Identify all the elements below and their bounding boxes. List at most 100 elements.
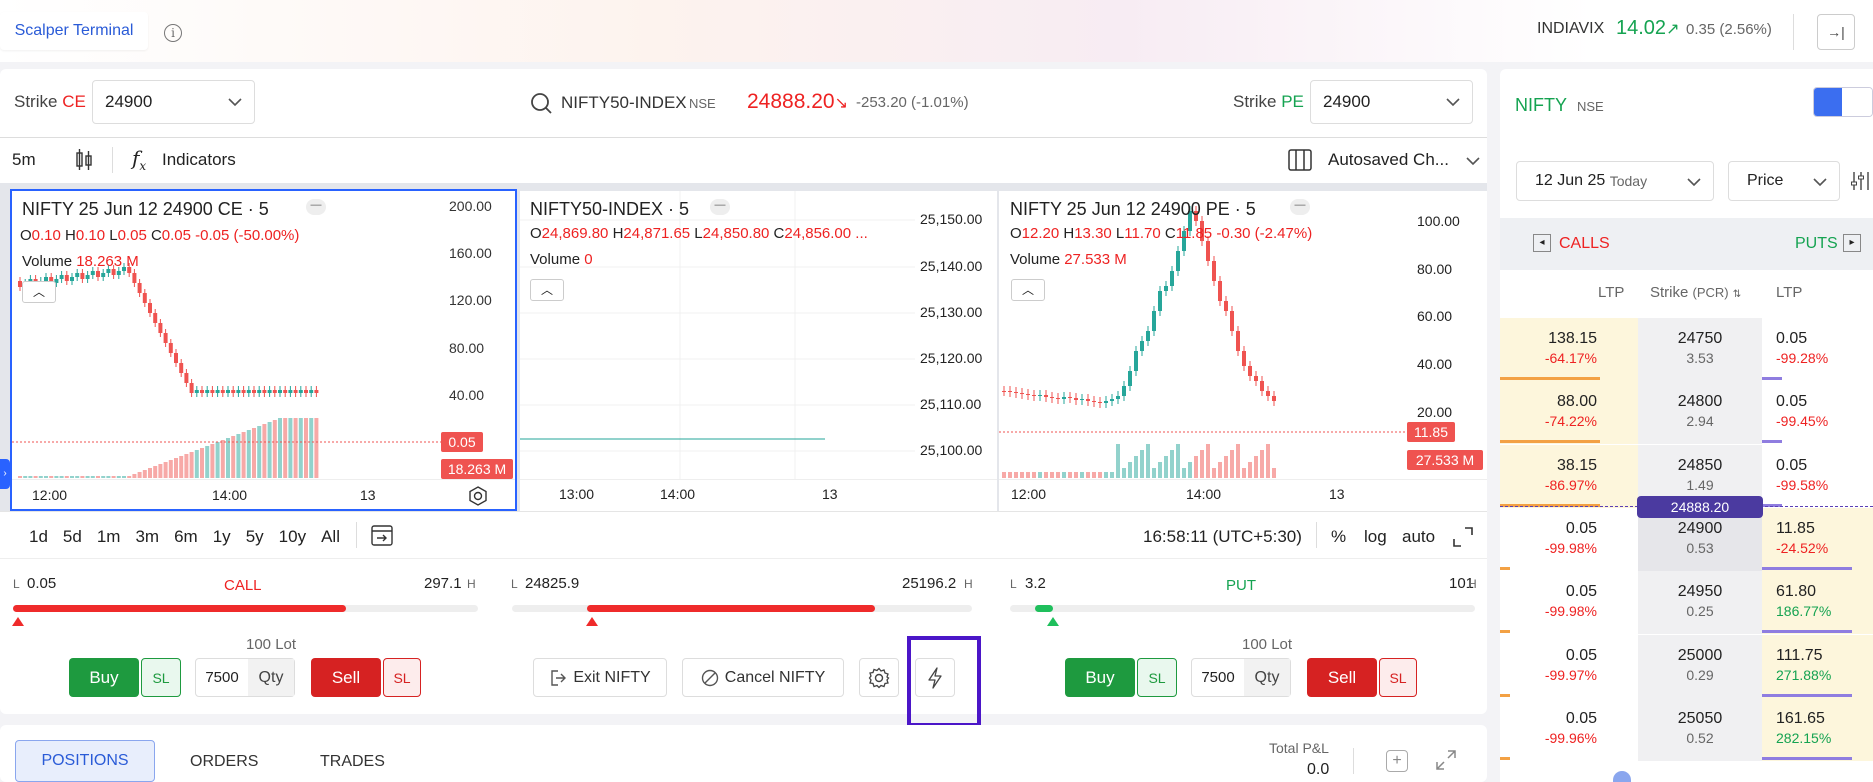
put-ltp[interactable]: 0.05 bbox=[1776, 393, 1808, 411]
more-icon[interactable]: — bbox=[710, 199, 730, 215]
indicators-button[interactable]: Indicators bbox=[162, 150, 236, 169]
expand-icon[interactable] bbox=[1436, 750, 1456, 770]
chevron-down-icon[interactable] bbox=[1466, 156, 1480, 166]
collapse-panel-icon[interactable]: →| bbox=[1817, 14, 1855, 50]
chain-exchange: NSE bbox=[1577, 99, 1604, 114]
side-toggle-icon[interactable]: › bbox=[0, 459, 10, 489]
tab-trades[interactable]: TRADES bbox=[320, 753, 385, 770]
clock[interactable]: 16:58:11 (UTC+5:30) bbox=[1143, 527, 1302, 546]
settings-icon[interactable] bbox=[468, 486, 488, 506]
range-1d[interactable]: 1d bbox=[29, 527, 48, 546]
range-5y[interactable]: 5y bbox=[245, 527, 264, 546]
quick-trade-button[interactable] bbox=[915, 658, 955, 697]
list-view-icon[interactable] bbox=[1814, 88, 1842, 116]
chart-ce[interactable]: NIFTY 25 Jun 12 24900 CE · 5 — O0.10 H0.… bbox=[10, 189, 517, 511]
put-ltp[interactable]: 161.65 bbox=[1776, 709, 1825, 727]
chain-row[interactable]: 88.00 -74.22% 24800 2.94 0.05 -99.45% bbox=[1500, 381, 1873, 445]
put-range-bar bbox=[1010, 605, 1475, 612]
exit-nifty-button[interactable]: Exit NIFTY bbox=[533, 658, 667, 697]
call-buy-button[interactable]: Buy bbox=[69, 658, 139, 697]
interval-button[interactable]: 5m bbox=[12, 150, 36, 169]
collapse-legend-icon[interactable]: ︿ bbox=[1011, 279, 1045, 301]
chart-pe[interactable]: NIFTY 25 Jun 12 24900 PE · 5 — O12.20 H1… bbox=[999, 191, 1487, 511]
call-ltp[interactable]: 38.15 bbox=[1556, 456, 1597, 474]
chart-index-canvas[interactable] bbox=[520, 191, 997, 511]
chart-view-icon[interactable] bbox=[1842, 88, 1872, 116]
call-sell-button[interactable]: Sell bbox=[311, 658, 381, 697]
put-sl-sell-button[interactable]: SL bbox=[1379, 658, 1417, 697]
search-icon[interactable] bbox=[530, 92, 552, 114]
put-ltp[interactable]: 111.75 bbox=[1776, 646, 1823, 664]
filter-icon[interactable] bbox=[1850, 170, 1872, 192]
layout-icon[interactable] bbox=[1287, 148, 1313, 172]
range-6m[interactable]: 6m bbox=[174, 527, 198, 546]
collapse-legend-icon[interactable]: ︿ bbox=[530, 279, 564, 301]
call-sl-buy-button[interactable]: SL bbox=[141, 658, 181, 697]
settings-button[interactable] bbox=[859, 658, 899, 697]
strike-ce-select[interactable]: 24900 bbox=[92, 80, 255, 124]
range-1m[interactable]: 1m bbox=[96, 527, 121, 546]
more-icon[interactable]: — bbox=[306, 199, 326, 215]
call-ltp[interactable]: 0.05 bbox=[1565, 519, 1597, 537]
tab-orders[interactable]: ORDERS bbox=[190, 753, 259, 770]
col-strike[interactable]: Strike (PCR) ⇅ bbox=[1650, 284, 1742, 301]
scroll-handle[interactable] bbox=[1613, 771, 1631, 782]
range-10y[interactable]: 10y bbox=[278, 527, 307, 546]
cancel-nifty-button[interactable]: Cancel NIFTY bbox=[682, 658, 844, 697]
tab-positions[interactable]: POSITIONS bbox=[15, 740, 155, 782]
call-ltp[interactable]: 0.05 bbox=[1565, 583, 1597, 601]
collapse-calls-icon[interactable]: ◂ bbox=[1533, 234, 1551, 252]
call-ltp[interactable]: 138.15 bbox=[1548, 330, 1597, 347]
view-toggle[interactable] bbox=[1813, 87, 1873, 117]
put-sell-button[interactable]: Sell bbox=[1307, 658, 1377, 697]
put-ltp[interactable]: 0.05 bbox=[1776, 330, 1808, 347]
search-symbol[interactable]: NIFTY50-INDEX bbox=[561, 93, 687, 112]
chart-ce-canvas[interactable] bbox=[12, 191, 515, 509]
call-sl-sell-button[interactable]: SL bbox=[383, 658, 421, 697]
volume-tag: 18.263 M bbox=[441, 459, 513, 479]
calendar-icon[interactable] bbox=[370, 522, 394, 548]
chain-row[interactable]: 138.15 -64.17% 24750 3.53 0.05 -99.28% bbox=[1500, 318, 1873, 381]
range-5d[interactable]: 5d bbox=[62, 527, 82, 546]
info-icon[interactable]: i bbox=[164, 24, 182, 42]
call-qty-field[interactable]: 7500 Qty bbox=[195, 658, 295, 697]
expiry-select[interactable]: 12 Jun 25 Today bbox=[1516, 161, 1714, 201]
volume-bar bbox=[257, 426, 262, 478]
more-icon[interactable]: — bbox=[1290, 199, 1310, 215]
put-ltp[interactable]: 11.85 bbox=[1776, 519, 1815, 537]
pnl-value: 0.0 bbox=[1307, 761, 1330, 778]
put-sl-buy-button[interactable]: SL bbox=[1137, 658, 1177, 697]
tab-scalper-terminal[interactable]: Scalper Terminal bbox=[0, 12, 148, 50]
call-ltp[interactable]: 0.05 bbox=[1565, 709, 1597, 727]
range-3m[interactable]: 3m bbox=[135, 527, 160, 546]
add-icon[interactable]: + bbox=[1386, 750, 1408, 772]
chain-row[interactable]: 0.05 -99.97% 25000 0.29 111.75 271.88% bbox=[1500, 634, 1873, 698]
chain-row[interactable]: 0.05 -99.98% 24900 0.53 11.85 -24.52% bbox=[1500, 507, 1873, 571]
ohlc-line: O12.20 H13.30 L11.70 C11.85 -0.30 (-2.47… bbox=[1010, 225, 1313, 242]
collapse-puts-icon[interactable]: ▸ bbox=[1843, 234, 1861, 252]
put-buy-button[interactable]: Buy bbox=[1065, 658, 1135, 697]
log-toggle[interactable]: log bbox=[1364, 527, 1387, 546]
call-ltp[interactable]: 0.05 bbox=[1565, 646, 1597, 664]
chart-pe-canvas[interactable] bbox=[999, 191, 1487, 511]
function-icon[interactable]: fx bbox=[132, 146, 147, 173]
candle bbox=[163, 333, 168, 343]
put-qty-field[interactable]: 7500 Qty bbox=[1191, 658, 1291, 697]
collapse-legend-icon[interactable]: ︿ bbox=[22, 281, 56, 303]
candles-icon[interactable] bbox=[73, 148, 95, 172]
mode-select[interactable]: Price bbox=[1728, 161, 1840, 201]
fullscreen-icon[interactable] bbox=[1453, 527, 1473, 547]
layout-select[interactable]: Autosaved Ch... bbox=[1328, 150, 1449, 169]
chain-row[interactable]: 0.05 -99.98% 24950 0.25 61.80 186.77% bbox=[1500, 571, 1873, 635]
range-1y[interactable]: 1y bbox=[212, 527, 231, 546]
call-ltp[interactable]: 88.00 bbox=[1556, 393, 1597, 411]
strike-pe-select[interactable]: 24900 bbox=[1310, 80, 1473, 124]
candle bbox=[1038, 395, 1042, 396]
put-ltp[interactable]: 0.05 bbox=[1776, 456, 1808, 474]
chain-row[interactable]: 0.05 -99.96% 25050 0.52 161.65 282.15% bbox=[1500, 697, 1873, 761]
put-ltp[interactable]: 61.80 bbox=[1776, 583, 1817, 601]
percent-toggle[interactable]: % bbox=[1331, 527, 1347, 546]
range-all[interactable]: All bbox=[321, 527, 340, 546]
auto-toggle[interactable]: auto bbox=[1402, 527, 1436, 546]
chart-index[interactable]: NIFTY50-INDEX · 5 — O24,869.80 H24,871.6… bbox=[520, 191, 997, 511]
